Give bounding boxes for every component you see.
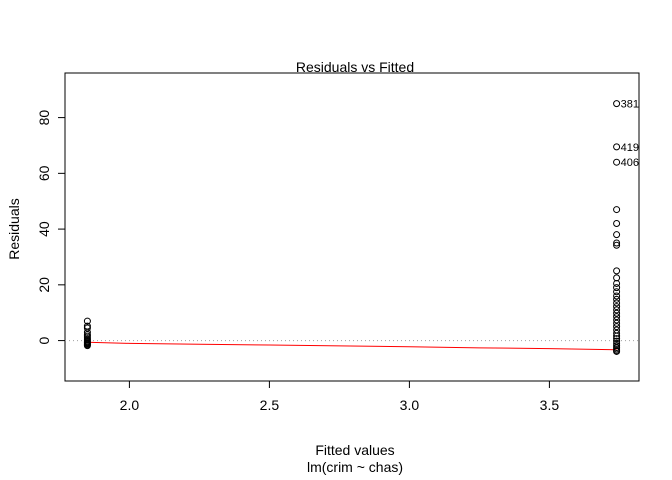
residual-point	[613, 292, 621, 300]
plot-title: Residuals vs Fitted	[296, 59, 414, 75]
outlier-label: 419	[621, 142, 639, 154]
points-layer	[83, 100, 621, 355]
residual-point	[613, 299, 621, 307]
residual-point	[83, 317, 91, 325]
annotation-layer: 381 419 406	[621, 99, 639, 170]
residual-point	[613, 319, 621, 327]
residual-point	[613, 158, 621, 166]
residual-point	[613, 100, 621, 108]
y-tick-label: 20	[36, 277, 52, 293]
residual-point	[613, 335, 621, 343]
x-tick-label: 2.5	[260, 397, 280, 413]
residual-point	[613, 279, 621, 287]
residual-point	[613, 329, 621, 337]
plot-frame	[64, 72, 640, 382]
y-axis: 0 20 40 60 80	[36, 110, 66, 344]
residual-point	[613, 288, 621, 296]
residual-point	[613, 206, 621, 214]
residual-point	[83, 342, 91, 350]
residual-point	[613, 295, 621, 303]
residual-point	[613, 239, 621, 247]
residual-point	[613, 332, 621, 340]
residual-point	[613, 241, 621, 249]
y-tick-label: 80	[36, 110, 52, 126]
residual-point	[613, 323, 621, 331]
residual-point	[613, 303, 621, 311]
x-axis: 2.0 2.5 3.0 3.5	[120, 380, 560, 413]
smoother-line	[87, 341, 617, 351]
y-tick-label: 0	[36, 336, 52, 344]
residual-point	[613, 306, 621, 314]
residual-point	[613, 143, 621, 151]
residual-point	[613, 284, 621, 292]
x-tick-label: 3.5	[540, 397, 560, 413]
residual-point	[613, 309, 621, 317]
x-tick-label: 2.0	[120, 397, 140, 413]
x-tick-label: 3.0	[400, 397, 420, 413]
outlier-label: 381	[621, 99, 639, 111]
residual-point	[613, 231, 621, 239]
x-axis-label: Fitted values	[315, 442, 394, 458]
outlier-label: 406	[621, 157, 639, 169]
smoother-layer	[87, 341, 617, 351]
y-axis-label: Residuals	[6, 198, 22, 259]
residual-point	[613, 220, 621, 228]
y-tick-label: 40	[36, 221, 52, 237]
residual-point	[613, 316, 621, 324]
residual-point	[613, 267, 621, 275]
residual-point	[613, 313, 621, 321]
y-tick-label: 60	[36, 165, 52, 181]
residual-point	[613, 347, 621, 355]
chart-subtitle: lm(crim ~ chas)	[307, 459, 403, 475]
